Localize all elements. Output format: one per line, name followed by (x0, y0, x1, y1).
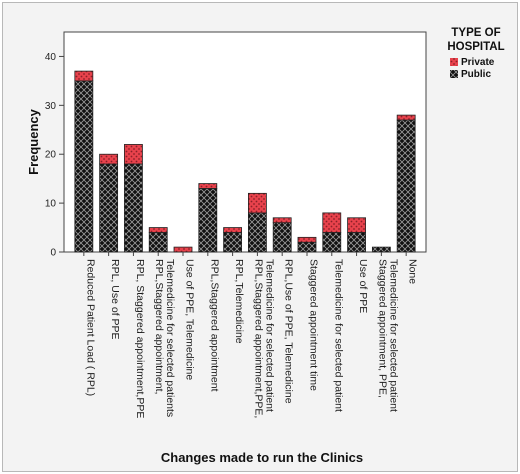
y-tick-label: 40 (45, 52, 57, 63)
bar-private-13 (396, 114, 416, 121)
x-category-label: RPL,Staggered appointment (208, 259, 220, 392)
x-category-label: Telemedicine for selected patient (263, 259, 275, 412)
legend-title-line-2: HOSPITAL (447, 41, 504, 53)
bar-private-7 (247, 192, 267, 214)
legend-label-private: Private (461, 57, 495, 68)
y-tick-label: 30 (45, 101, 57, 112)
bar-public-3 (148, 232, 168, 253)
bar-private-2 (124, 144, 143, 165)
bar-private-0 (74, 70, 94, 82)
legend-swatch-private (450, 58, 458, 66)
x-category-label: RPL, Use of PPE (109, 259, 121, 340)
y-tick-label: 20 (45, 150, 57, 161)
bar-private-4 (173, 246, 193, 253)
bar-private-1 (99, 153, 119, 165)
bar-private-6 (223, 227, 243, 233)
bar-private-10 (322, 212, 342, 233)
bar-public-7 (247, 212, 267, 253)
bar-public-12 (371, 246, 391, 253)
x-category-label: RPL, Staggered appointment,PPE (134, 259, 146, 418)
bar-private-3 (148, 227, 168, 233)
x-category-label: Telemedicine for selected patient (332, 259, 344, 412)
x-axis-title: Changes made to run the Clinics (161, 450, 363, 465)
x-category-label: Use of PPE (357, 259, 369, 313)
y-tick-label: 0 (50, 248, 56, 259)
bar-public-10 (322, 232, 342, 253)
bar-public-6 (223, 232, 243, 253)
bars-group (74, 70, 416, 256)
bar-public-13 (396, 119, 416, 253)
x-category-label: Reduced Patient Load ( RPL) (84, 259, 96, 396)
bar-public-11 (347, 232, 366, 253)
plot-area (63, 31, 427, 253)
x-category-label: RPL,Telemedicine (233, 259, 245, 344)
legend-label-public: Public (461, 69, 491, 80)
legend-swatch-public (450, 70, 458, 78)
x-category-label: None (407, 259, 419, 284)
x-category-label: Staggered appointment time (308, 259, 320, 391)
x-category-label: Telemedicine for selected patient (387, 259, 399, 412)
bar-private-9 (297, 236, 317, 243)
bar-public-8 (272, 222, 292, 253)
category-labels: Reduced Patient Load ( RPL) RPL, Use of P… (84, 259, 418, 418)
legend-title-line-1: TYPE OF (451, 27, 500, 39)
x-category-label: RPL,Staggered appointment, (153, 259, 165, 394)
y-axis: 0 10 20 30 40 (45, 52, 64, 259)
bar-public-9 (297, 241, 317, 253)
x-category-label: Staggered appointment, PPE, (376, 259, 388, 398)
x-category-label: Telemedicine for selected patients (164, 259, 176, 417)
bar-public-2 (124, 163, 143, 253)
bar-public-1 (99, 163, 119, 253)
y-tick-label: 10 (45, 199, 57, 210)
x-category-label: RPL,Use of PPE, Telemedicine (283, 259, 295, 404)
bar-public-0 (74, 80, 94, 253)
bar-private-11 (347, 217, 366, 233)
y-axis-title: Frequency (26, 108, 41, 175)
bar-public-5 (198, 188, 218, 253)
x-category-label: Use of PPE, Telemedicine (184, 259, 196, 380)
bar-private-5 (198, 183, 218, 189)
bar-private-8 (272, 217, 292, 224)
legend: TYPE OF HOSPITAL Private Public (447, 27, 504, 80)
x-category-label: RPL,Staggered appointment,PPE, (252, 259, 264, 418)
